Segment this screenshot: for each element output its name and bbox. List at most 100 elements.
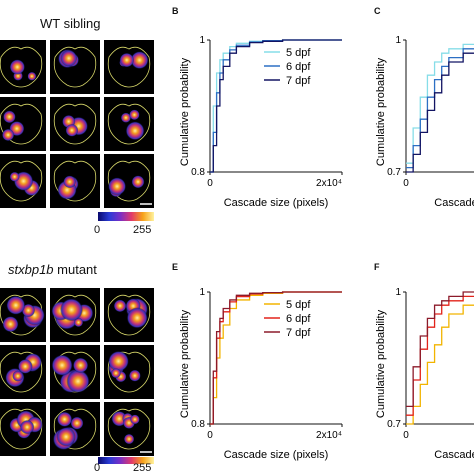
activity-blob xyxy=(63,175,77,189)
activity-blob xyxy=(65,123,79,137)
activity-blob xyxy=(126,307,148,329)
y-tick-label: 1 xyxy=(199,35,205,46)
y-tick-label: 1 xyxy=(199,287,205,298)
colorbar-bottom-min-label: 0 xyxy=(94,462,101,474)
panel-letter-c: C xyxy=(374,6,381,16)
colorbar-max-label: 255 xyxy=(133,224,152,236)
brain-outline xyxy=(107,351,151,393)
activity-blob xyxy=(20,419,35,435)
series-line xyxy=(406,291,474,408)
activity-blob xyxy=(70,416,84,430)
brain-outline xyxy=(0,160,43,202)
chart-c: 0.7 1 0 Cascade Cumulative probability xyxy=(375,35,474,209)
brain-outline xyxy=(107,408,151,450)
mutant-gene-name: stxbp1b xyxy=(8,262,54,277)
brain-outline xyxy=(107,46,151,88)
chart-f: 0.7 1 0 Cascade Cumulative probability xyxy=(375,287,474,461)
y-tick-label: 0.8 xyxy=(191,167,205,178)
legend-label: 6 dpf xyxy=(286,313,311,325)
activity-blob xyxy=(128,369,141,382)
activity-blob xyxy=(108,350,129,372)
y-tick-label: 1 xyxy=(395,35,401,46)
activity-blob xyxy=(9,59,26,75)
series-line xyxy=(406,295,474,416)
brain-outline xyxy=(107,103,151,145)
activity-blob xyxy=(113,299,127,313)
panel-letter-e: E xyxy=(172,262,179,272)
activity-blob xyxy=(2,316,19,333)
series-line xyxy=(406,48,474,169)
series-line xyxy=(210,291,342,425)
activity-blob xyxy=(119,52,135,68)
activity-blob xyxy=(59,298,84,322)
x-tick-label: 0 xyxy=(403,430,409,441)
activity-blob xyxy=(3,110,16,124)
x-axis-label: Cascade xyxy=(434,197,474,209)
micrograph-tile xyxy=(104,402,154,456)
mutant-label: mutant xyxy=(53,262,97,277)
activity-blob xyxy=(108,177,127,196)
y-axis-label: Cumulative probability xyxy=(375,309,387,418)
y-axis-label: Cumulative probability xyxy=(375,57,387,166)
x-axis-label: Cascade xyxy=(434,449,474,461)
mutant-title: stxbp1b mutant xyxy=(8,262,97,277)
colorbar-bottom-max-label: 255 xyxy=(133,462,152,474)
activity-blob xyxy=(123,433,135,445)
activity-blob xyxy=(125,121,145,141)
brain-outline xyxy=(107,294,151,336)
series-line xyxy=(406,43,474,164)
y-tick-label: 0.7 xyxy=(387,419,401,430)
brain-outline xyxy=(53,103,97,145)
x-tick-label: 0 xyxy=(207,178,213,189)
activity-blob xyxy=(120,112,132,123)
activity-blob xyxy=(12,370,24,382)
legend-label: 5 dpf xyxy=(286,299,311,311)
activity-blob xyxy=(60,49,78,67)
x-tick-label: 2x10⁴ xyxy=(316,178,342,189)
legend-label: 7 dpf xyxy=(286,75,311,87)
brain-outline xyxy=(0,408,43,450)
legend-label: 5 dpf xyxy=(286,47,311,59)
activity-blob xyxy=(27,71,37,81)
y-tick-label: 0.8 xyxy=(191,419,205,430)
mutant-image-grid xyxy=(0,288,154,456)
activity-blob xyxy=(131,175,145,189)
legend-label: 6 dpf xyxy=(286,61,311,73)
activity-blob xyxy=(51,354,73,376)
brain-outline xyxy=(53,46,97,88)
x-tick-label: 0 xyxy=(207,430,213,441)
colorbar-min-label: 0 xyxy=(94,224,101,236)
chart-b: 0.8 1 0 2x10⁴ Cascade size (pixels) Cumulativ… xyxy=(179,35,343,209)
brain-outline xyxy=(107,160,151,202)
colorbar xyxy=(98,212,154,221)
x-axis-label: Cascade size (pixels) xyxy=(224,197,329,209)
legend-label: 7 dpf xyxy=(286,327,311,339)
series-line xyxy=(406,52,474,173)
y-axis-label: Cumulative probability xyxy=(179,57,191,166)
wt-sibling-title: WT sibling xyxy=(40,16,101,31)
wt-image-grid xyxy=(0,40,154,208)
brain-outline xyxy=(0,46,43,88)
activity-blob xyxy=(56,411,73,427)
activity-blob xyxy=(66,369,90,393)
x-tick-label: 2x10⁴ xyxy=(316,430,342,441)
panel-letter-b: B xyxy=(172,6,179,16)
x-axis-label: Cascade size (pixels) xyxy=(224,449,329,461)
series-line xyxy=(406,304,474,425)
chart-e: 0.8 1 0 2x10⁴ Cascade size (pixels) Cumulativ… xyxy=(179,287,343,461)
brain-outline xyxy=(0,351,43,393)
series-line xyxy=(210,39,342,173)
colorbar-bottom-gradient xyxy=(98,457,154,464)
y-axis-label: Cumulative probability xyxy=(179,309,191,418)
panel-letter-f: F xyxy=(374,262,380,272)
y-tick-label: 0.7 xyxy=(387,167,401,178)
activity-blob xyxy=(1,128,15,142)
micrograph-tile xyxy=(0,97,46,151)
brain-outline xyxy=(53,294,97,336)
colorbar-bottom xyxy=(98,457,154,464)
activity-blob xyxy=(130,414,140,425)
activity-blob xyxy=(72,357,89,374)
y-tick-label: 1 xyxy=(395,287,401,298)
activity-blob xyxy=(56,427,76,447)
activity-blob xyxy=(129,109,140,121)
